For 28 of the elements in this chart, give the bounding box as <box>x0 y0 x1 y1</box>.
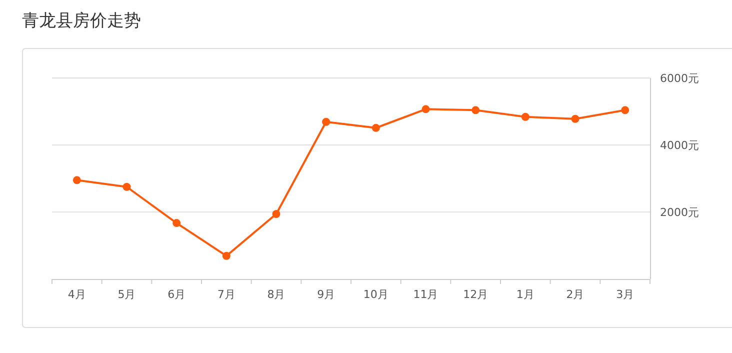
x-tick-label: 7月 <box>217 288 236 301</box>
x-tick-label: 4月 <box>68 288 86 301</box>
x-tick-label: 2月 <box>566 288 584 301</box>
x-tick-label: 5月 <box>118 288 136 301</box>
point <box>571 114 580 123</box>
x-tick-label: 3月 <box>616 288 634 301</box>
point <box>222 252 230 260</box>
point <box>172 219 181 228</box>
x-tick-label: 11月 <box>413 288 438 301</box>
x-tick-label: 12月 <box>463 288 488 301</box>
point <box>472 106 480 114</box>
point <box>72 176 81 184</box>
y-tick-label: 2000元 <box>660 206 699 219</box>
y-tick-label: 4000元 <box>660 139 699 152</box>
x-tick-label: 1月 <box>516 288 534 301</box>
point <box>422 105 430 114</box>
x-tick-label: 9月 <box>317 288 336 301</box>
x-tick-label: 8月 <box>267 288 286 301</box>
point <box>322 118 330 126</box>
point <box>521 112 530 121</box>
chart-title: 青龙县房价走势 <box>22 11 141 31</box>
point <box>621 106 630 114</box>
x-tick-label: 10月 <box>363 288 388 301</box>
point <box>272 210 280 218</box>
point <box>372 124 380 132</box>
point <box>122 182 131 191</box>
y-tick-label: 6000元 <box>660 72 699 85</box>
x-tick-label: 6月 <box>168 288 186 301</box>
